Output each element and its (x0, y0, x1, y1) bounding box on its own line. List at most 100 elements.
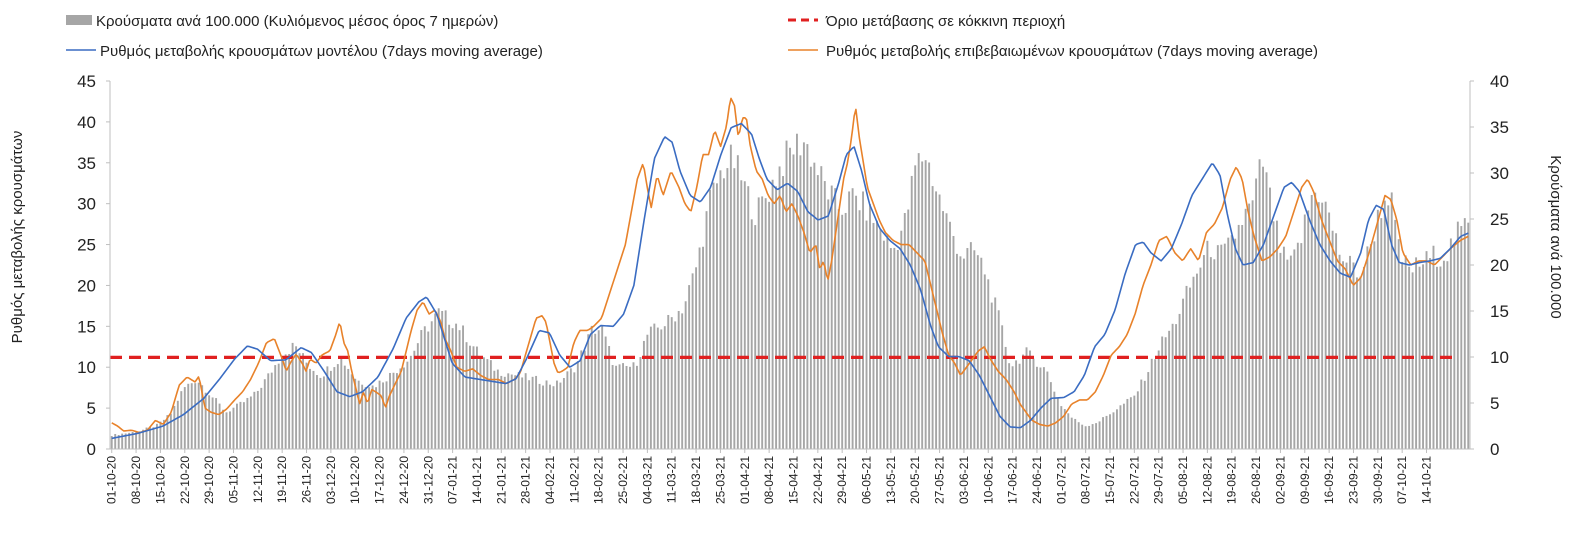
bar (702, 246, 704, 449)
bar (169, 413, 172, 449)
bar (778, 166, 781, 449)
bar (736, 155, 739, 449)
bar (716, 183, 718, 449)
bar (1415, 257, 1418, 449)
bar (858, 210, 861, 449)
bar (1046, 371, 1049, 449)
bar (1276, 220, 1278, 449)
legend-label-model: Ρυθμός μεταβολής κρουσμάτων μοντέλου (7d… (100, 43, 543, 60)
bar (152, 427, 155, 449)
bar (698, 247, 701, 449)
bar (622, 363, 624, 449)
bar (1095, 423, 1098, 449)
bar (903, 213, 906, 449)
bar (1255, 178, 1258, 450)
bar (688, 285, 691, 449)
bar (677, 310, 680, 449)
bar (834, 188, 837, 449)
bar (1331, 230, 1334, 449)
bar (1122, 403, 1125, 449)
bar (1022, 354, 1024, 449)
bar (1098, 421, 1101, 449)
bar (1049, 382, 1052, 449)
bar (409, 355, 412, 449)
bar (1463, 218, 1466, 449)
bar (166, 415, 169, 449)
bar (469, 345, 471, 449)
bar (1147, 372, 1150, 449)
bar (1011, 366, 1014, 449)
legend-swatch-bars (66, 15, 92, 25)
bar (1338, 254, 1341, 449)
bar (649, 326, 652, 449)
bar (691, 273, 694, 449)
bar (1303, 214, 1306, 449)
bar (629, 366, 631, 449)
bar (987, 279, 990, 449)
bar (1223, 243, 1226, 449)
bar (528, 380, 531, 449)
bar (156, 423, 158, 449)
confirmed-line (111, 97, 1469, 434)
bar (451, 328, 454, 449)
bar (242, 402, 245, 449)
bar (1404, 255, 1407, 449)
bar (444, 310, 447, 449)
bar (1209, 257, 1212, 449)
x-tick-label: 11-02-21 (567, 456, 581, 503)
bar (764, 198, 767, 449)
bar (1227, 237, 1230, 449)
bar (601, 325, 604, 449)
bar (211, 397, 214, 449)
bar (326, 366, 329, 449)
bar (1286, 259, 1289, 449)
bar (434, 313, 437, 449)
bar (361, 384, 364, 449)
bar (684, 301, 687, 449)
bar (514, 375, 517, 449)
bar (1307, 210, 1310, 449)
bar (1359, 276, 1362, 449)
x-tick-label: 08-10-20 (129, 456, 143, 504)
bar (1456, 221, 1459, 449)
bar (531, 376, 534, 449)
bar (1056, 398, 1059, 449)
bar (1352, 262, 1355, 449)
bar (1206, 240, 1209, 449)
bar (1272, 221, 1275, 449)
bar (486, 359, 489, 449)
bar (1289, 255, 1292, 449)
bar (1390, 192, 1393, 449)
bar (802, 142, 805, 449)
bar (215, 398, 218, 449)
bar (288, 354, 291, 449)
bar (796, 133, 798, 449)
bar (236, 403, 238, 449)
bar (827, 199, 830, 449)
x-tick-label: 13-05-21 (884, 456, 898, 504)
bar (1453, 245, 1456, 449)
bar (291, 342, 294, 449)
bar (809, 166, 812, 449)
bar (476, 346, 478, 449)
bar (608, 346, 611, 449)
bar (1018, 363, 1021, 449)
bar (562, 378, 565, 449)
bar (249, 396, 252, 449)
bar (830, 185, 833, 450)
bar (1119, 405, 1122, 449)
bar (959, 256, 962, 449)
x-tick-label: 15-04-21 (786, 456, 800, 504)
bar (1376, 209, 1379, 449)
bar (1380, 218, 1383, 449)
bar (1112, 412, 1115, 449)
bar (159, 421, 162, 449)
bar (402, 367, 405, 449)
bar (430, 321, 433, 449)
y-left-tick-label: 5 (87, 399, 96, 418)
bar (789, 147, 791, 449)
bar (1300, 243, 1303, 449)
bar (1081, 424, 1084, 449)
bar (1432, 245, 1435, 449)
bar (176, 400, 179, 449)
